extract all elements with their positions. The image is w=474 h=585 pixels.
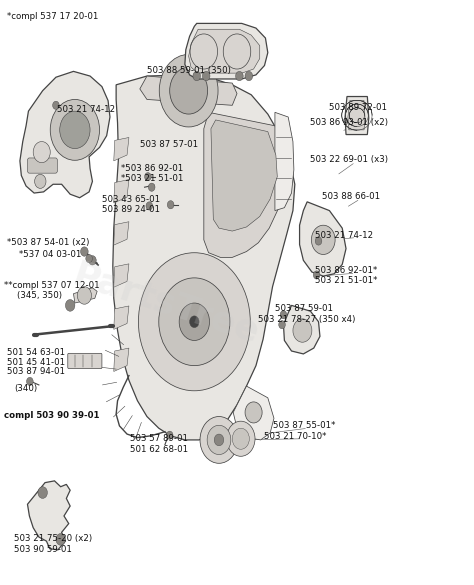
Text: 503 22 69-01 (x3): 503 22 69-01 (x3)	[310, 155, 389, 164]
Polygon shape	[233, 386, 274, 440]
Circle shape	[190, 316, 199, 328]
Circle shape	[179, 303, 210, 340]
FancyBboxPatch shape	[27, 158, 57, 173]
Circle shape	[159, 278, 230, 366]
Circle shape	[56, 534, 65, 545]
Text: *503 86 92-01: *503 86 92-01	[121, 164, 183, 173]
Polygon shape	[114, 306, 129, 329]
Text: (345, 350): (345, 350)	[17, 291, 62, 300]
Circle shape	[207, 425, 231, 455]
Circle shape	[53, 101, 59, 109]
Circle shape	[279, 321, 285, 329]
Text: compl 503 90 39-01: compl 503 90 39-01	[4, 411, 99, 419]
Text: 503 89 72-01: 503 89 72-01	[329, 103, 387, 112]
Circle shape	[202, 71, 210, 81]
Text: 503 89 24-01: 503 89 24-01	[102, 205, 160, 214]
Text: 503 88 66-01: 503 88 66-01	[322, 192, 381, 201]
Text: 503 87 59-01: 503 87 59-01	[275, 304, 333, 313]
Text: 503 90 59-01: 503 90 59-01	[14, 545, 72, 553]
Polygon shape	[204, 112, 287, 257]
Text: *compl 537 17 20-01: *compl 537 17 20-01	[7, 12, 99, 20]
Circle shape	[167, 201, 174, 209]
Text: *537 04 03-01: *537 04 03-01	[19, 250, 82, 259]
Polygon shape	[275, 112, 294, 211]
Text: 501 45 41-01: 501 45 41-01	[7, 358, 65, 367]
Circle shape	[38, 487, 47, 498]
Text: 503 43 65-01: 503 43 65-01	[102, 195, 160, 204]
Polygon shape	[20, 71, 110, 198]
Circle shape	[315, 237, 322, 245]
Text: 503 21 74-12: 503 21 74-12	[57, 105, 115, 114]
Circle shape	[60, 111, 90, 149]
Circle shape	[148, 183, 155, 191]
Text: 503 88 59-01 (350): 503 88 59-01 (350)	[147, 66, 231, 74]
Text: 501 62 68-01: 501 62 68-01	[130, 445, 189, 453]
Circle shape	[89, 256, 96, 265]
Circle shape	[145, 173, 151, 181]
Polygon shape	[300, 202, 346, 276]
Polygon shape	[73, 288, 97, 303]
Polygon shape	[211, 120, 277, 231]
Circle shape	[232, 428, 249, 449]
Polygon shape	[113, 75, 295, 440]
Circle shape	[146, 202, 153, 210]
Circle shape	[159, 54, 218, 127]
Circle shape	[33, 142, 50, 163]
Polygon shape	[114, 137, 129, 161]
Circle shape	[27, 377, 33, 386]
Text: 501 54 63-01: 501 54 63-01	[7, 348, 65, 357]
Polygon shape	[114, 222, 129, 245]
Circle shape	[200, 417, 238, 463]
Circle shape	[138, 253, 250, 391]
Circle shape	[293, 319, 312, 342]
FancyBboxPatch shape	[68, 353, 102, 369]
Text: 503 87 94-01: 503 87 94-01	[7, 367, 65, 376]
Circle shape	[313, 271, 320, 279]
Polygon shape	[345, 97, 369, 135]
Text: 503 87 57-01: 503 87 57-01	[140, 140, 198, 149]
Circle shape	[35, 174, 46, 188]
Circle shape	[214, 434, 224, 446]
Circle shape	[50, 99, 100, 160]
Circle shape	[236, 71, 243, 81]
Circle shape	[166, 431, 173, 439]
Polygon shape	[114, 348, 129, 371]
Circle shape	[311, 225, 335, 254]
Text: 503 86 93-01 (x2): 503 86 93-01 (x2)	[310, 118, 389, 126]
Polygon shape	[185, 23, 268, 79]
Text: 503 21 78-27 (350 x4): 503 21 78-27 (350 x4)	[258, 315, 356, 324]
Polygon shape	[114, 264, 129, 287]
Polygon shape	[27, 481, 70, 550]
Polygon shape	[189, 29, 260, 73]
Circle shape	[81, 247, 88, 256]
Circle shape	[245, 402, 262, 423]
Text: 503 21 51-01*: 503 21 51-01*	[315, 276, 378, 285]
Text: (340): (340)	[14, 384, 37, 393]
Text: 503 87 55-01*: 503 87 55-01*	[273, 421, 335, 430]
Text: 503 21 75-20 (x2): 503 21 75-20 (x2)	[14, 534, 92, 543]
Circle shape	[227, 421, 255, 456]
Text: *503 21 51-01: *503 21 51-01	[121, 174, 183, 183]
Polygon shape	[140, 76, 237, 105]
Circle shape	[193, 71, 201, 81]
Text: PartsTree: PartsTree	[68, 258, 264, 350]
Polygon shape	[348, 101, 365, 130]
Text: 503 57 89-01: 503 57 89-01	[130, 434, 188, 443]
Text: 503 21 70-10*: 503 21 70-10*	[264, 432, 327, 441]
Polygon shape	[114, 180, 129, 203]
Polygon shape	[283, 305, 320, 354]
Text: 503 86 92-01*: 503 86 92-01*	[315, 266, 377, 275]
Circle shape	[170, 67, 208, 114]
Circle shape	[280, 311, 287, 319]
Text: 503 21 74-12: 503 21 74-12	[315, 230, 374, 239]
Circle shape	[65, 300, 75, 311]
Circle shape	[86, 254, 92, 263]
Circle shape	[245, 71, 253, 81]
Circle shape	[77, 287, 91, 304]
Text: *503 87 54-01 (x2): *503 87 54-01 (x2)	[7, 238, 90, 246]
Text: **compl 537 07 12-01: **compl 537 07 12-01	[4, 281, 100, 290]
